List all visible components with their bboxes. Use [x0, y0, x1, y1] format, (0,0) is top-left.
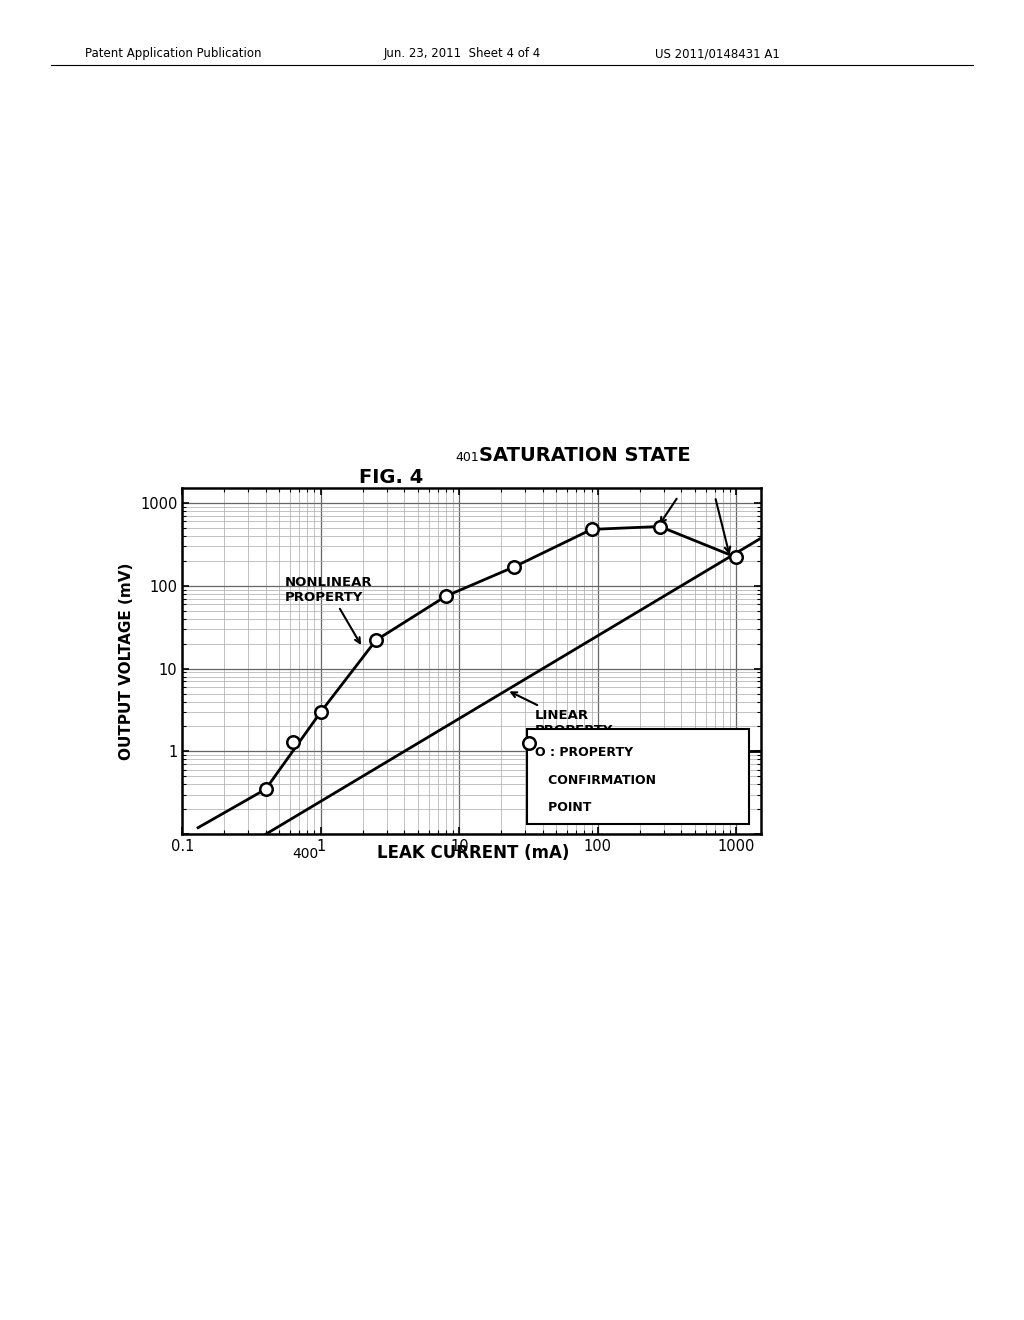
Text: FIG. 4: FIG. 4 — [359, 469, 423, 487]
Text: POINT: POINT — [536, 801, 592, 814]
Text: US 2011/0148431 A1: US 2011/0148431 A1 — [655, 48, 780, 61]
Text: CONFIRMATION: CONFIRMATION — [536, 774, 656, 787]
Text: LEAK CURRENT (mA): LEAK CURRENT (mA) — [377, 843, 569, 862]
Text: 401: 401 — [456, 450, 479, 463]
Bar — [526, 729, 750, 824]
Y-axis label: OUTPUT VOLTAGE (mV): OUTPUT VOLTAGE (mV) — [120, 562, 134, 760]
Text: NONLINEAR
PROPERTY: NONLINEAR PROPERTY — [285, 576, 373, 643]
Text: SATURATION STATE: SATURATION STATE — [479, 446, 691, 465]
Text: LINEAR
PROPERTY: LINEAR PROPERTY — [511, 692, 613, 737]
Text: O : PROPERTY: O : PROPERTY — [536, 746, 633, 759]
Text: Jun. 23, 2011  Sheet 4 of 4: Jun. 23, 2011 Sheet 4 of 4 — [384, 48, 542, 61]
Text: Patent Application Publication: Patent Application Publication — [85, 48, 261, 61]
Text: 400: 400 — [292, 847, 318, 861]
